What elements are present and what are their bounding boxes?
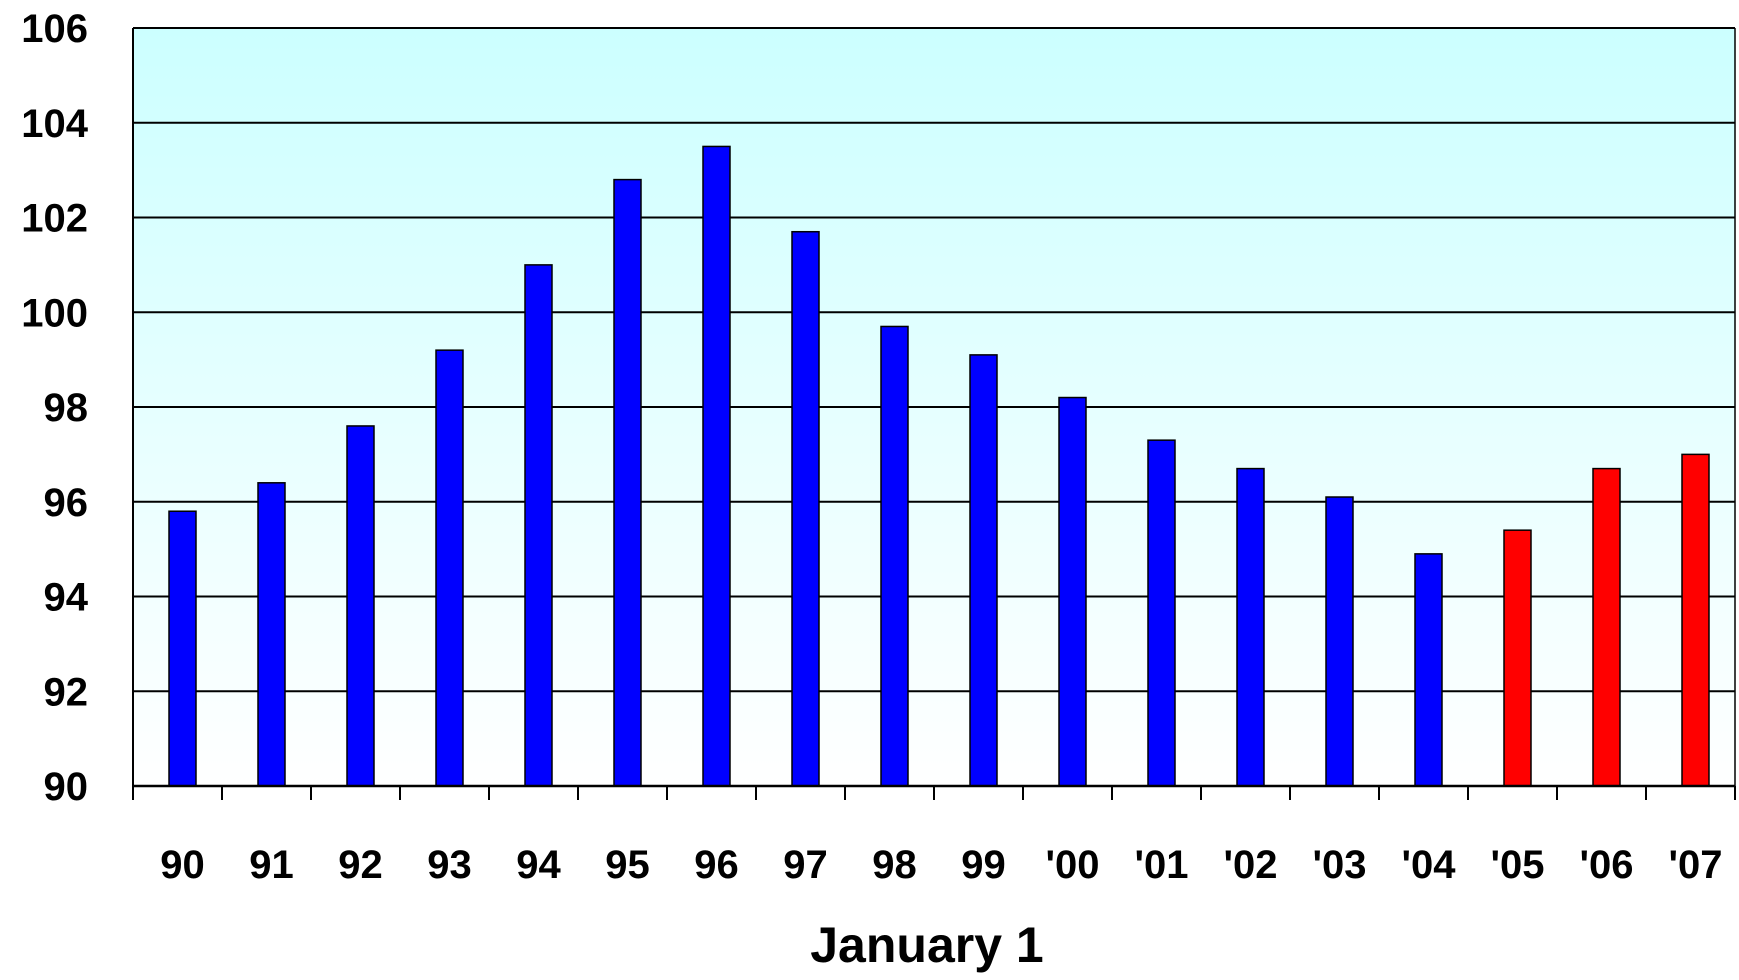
x-tick-label: '07 [1668, 843, 1722, 887]
bar-05 [1503, 529, 1532, 787]
bar-04 [1414, 553, 1443, 787]
x-tick-label: 97 [783, 843, 828, 887]
y-tick-label: 102 [21, 197, 88, 241]
bar-02 [1236, 467, 1265, 787]
x-tick-label: 91 [249, 843, 294, 887]
x-tick-label: 98 [872, 843, 917, 887]
x-tick-label: '06 [1579, 843, 1633, 887]
x-tick-label: 96 [694, 843, 739, 887]
y-tick-label: 96 [44, 481, 89, 525]
bar-07 [1681, 453, 1710, 787]
y-tick-label: 98 [44, 386, 89, 430]
x-tick-labels: 90 91 92 93 94 95 96 97 98 99 '00 '01 '02 '03 '04 '05 '0… [160, 843, 1722, 887]
x-tick-label: '00 [1045, 843, 1099, 887]
bar-96 [702, 145, 731, 787]
y-tick-label: 92 [44, 670, 89, 714]
x-tick-label: 99 [961, 843, 1006, 887]
x-tick-label: 90 [160, 843, 205, 887]
x-tick-label: 93 [427, 843, 472, 887]
bar-97 [791, 230, 820, 787]
bar-94 [524, 264, 553, 787]
bar-92 [346, 425, 375, 787]
bar-00 [1058, 396, 1087, 787]
bar-91 [257, 482, 286, 787]
bar-01 [1147, 439, 1176, 787]
x-tick-label: '03 [1312, 843, 1366, 887]
x-tick-label: '01 [1134, 843, 1188, 887]
y-tick-label: 106 [21, 7, 88, 51]
bar-95 [613, 178, 642, 787]
bar-99 [969, 354, 998, 787]
bar-90 [168, 510, 197, 787]
bar-03 [1325, 496, 1354, 787]
y-tick-label: 100 [21, 291, 88, 335]
x-tick-label: '02 [1223, 843, 1277, 887]
axes [132, 27, 1736, 800]
x-tick-label: '05 [1490, 843, 1544, 887]
x-tick-label: 95 [605, 843, 650, 887]
x-tick-label: 94 [516, 843, 561, 887]
bar-98 [880, 325, 909, 787]
y-tick-label: 104 [21, 102, 88, 146]
bar-93 [435, 349, 464, 787]
y-tick-label: 94 [44, 576, 89, 620]
bar-06 [1592, 467, 1621, 787]
y-tick-label: 90 [44, 765, 89, 809]
y-tick-labels: 90 92 94 96 98 100 102 104 106 [21, 7, 88, 809]
x-axis-title: January 1 [810, 917, 1043, 973]
x-tick-label: '04 [1401, 843, 1456, 887]
bars [168, 145, 1710, 787]
x-tick-label: 92 [338, 843, 383, 887]
